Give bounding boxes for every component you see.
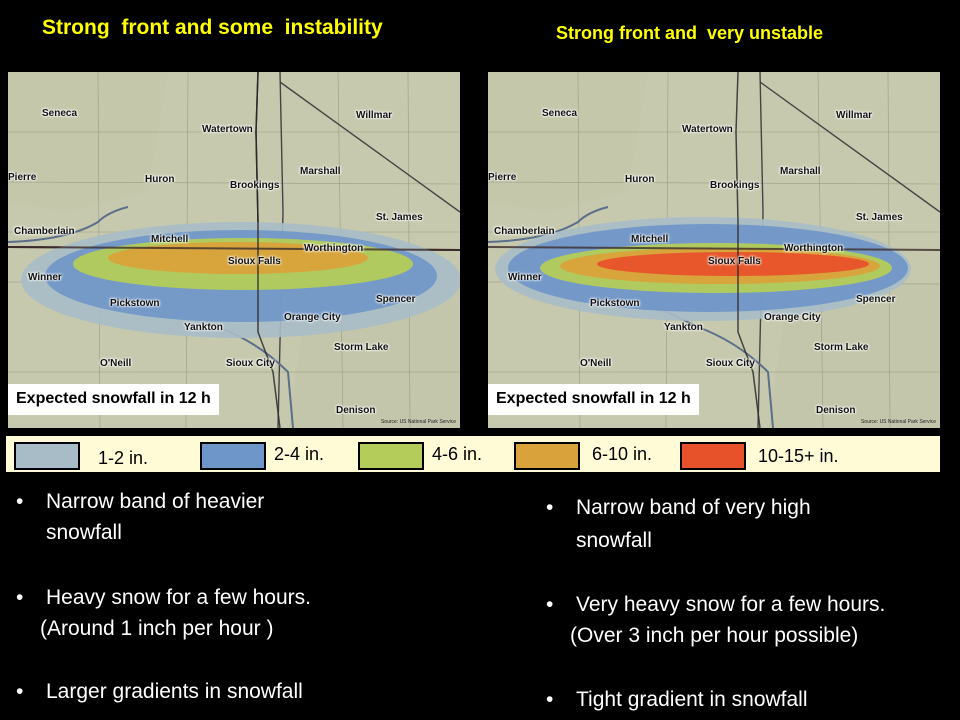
city-label: Orange City — [764, 312, 821, 323]
city-label: Yankton — [664, 322, 703, 333]
bullet-marker: • — [546, 688, 554, 711]
left-scenario-title: Strong front and some instability — [42, 16, 383, 39]
bullet-text: Heavy snow for a few hours. — [46, 586, 311, 609]
bullet-text: Tight gradient in snowfall — [576, 688, 808, 711]
city-label: Denison — [816, 405, 856, 416]
city-label: Storm Lake — [814, 342, 869, 353]
map-caption: Expected snowfall in 12 h — [488, 384, 699, 415]
city-label: Worthington — [784, 243, 844, 254]
city-label: Pickstown — [590, 298, 640, 309]
city-label: Winner — [508, 272, 542, 283]
map-base-right — [488, 72, 940, 428]
bullet-text: Very heavy snow for a few hours. — [576, 593, 886, 616]
city-label: Sioux City — [706, 358, 755, 369]
city-label: Orange City — [284, 312, 341, 323]
city-label: Seneca — [542, 108, 578, 119]
bullet-marker: • — [16, 680, 24, 703]
city-label: Yankton — [184, 322, 223, 333]
bullet-marker: • — [16, 490, 24, 513]
city-label: Huron — [145, 174, 175, 185]
city-label: Pickstown — [110, 298, 160, 309]
right-scenario-title: Strong front and very unstable — [556, 23, 824, 43]
snowfall-legend: 1-2 in. 2-4 in. 4-6 in. 6-10 in. 10-15+ … — [6, 436, 940, 472]
city-label: Spencer — [376, 294, 416, 305]
city-label: Willmar — [356, 110, 393, 121]
legend-swatch-4-6 — [358, 442, 424, 470]
legend-label: 1-2 in. — [98, 448, 149, 468]
legend-label: 6-10 in. — [592, 444, 653, 464]
city-label: Watertown — [682, 124, 733, 135]
city-label: Denison — [336, 405, 376, 416]
bullet-marker: • — [16, 586, 24, 609]
city-label: Pierre — [8, 172, 37, 183]
city-label: Spencer — [856, 294, 896, 305]
city-label: Mitchell — [151, 234, 189, 245]
bullet-text: Narrow band of heavier — [46, 490, 265, 513]
city-label: Chamberlain — [494, 226, 555, 237]
city-label: Huron — [625, 174, 655, 185]
bullet-text: Larger gradients in snowfall — [46, 680, 303, 703]
bullet-continuation: snowfall — [576, 529, 652, 552]
map-source: Source: US National Park Service — [860, 419, 936, 425]
city-label: Chamberlain — [14, 226, 75, 237]
legend-swatch-10-15 — [680, 442, 746, 470]
city-label: Sioux Falls — [708, 256, 761, 267]
city-label: Watertown — [202, 124, 253, 135]
bullet-continuation: (Around 1 inch per hour ) — [40, 617, 274, 640]
city-label: Winner — [28, 272, 62, 283]
snowfall-map-right: Seneca Watertown Willmar Pierre Huron Br… — [488, 72, 940, 428]
city-label: O'Neill — [580, 358, 612, 369]
city-label: Pierre — [488, 172, 517, 183]
city-label: Brookings — [230, 180, 280, 191]
map-caption: Expected snowfall in 12 h — [8, 384, 219, 415]
city-label: Worthington — [304, 243, 364, 254]
bullet-marker: • — [546, 593, 554, 616]
map-source: Source: US National Park Service — [380, 419, 456, 425]
city-label: Storm Lake — [334, 342, 389, 353]
legend-label: 2-4 in. — [274, 444, 325, 464]
legend-label: 10-15+ in. — [758, 446, 839, 466]
bullet-text: Narrow band of very high — [576, 496, 811, 519]
city-label: Mitchell — [631, 234, 669, 245]
city-label: Marshall — [300, 166, 341, 177]
bullets-left: • Narrow band of heavier snowfall • Heav… — [16, 486, 456, 720]
city-label: St. James — [856, 212, 903, 223]
snowfall-map-left: Seneca Watertown Willmar Pierre Huron Br… — [8, 72, 460, 428]
bullet-continuation: (Over 3 inch per hour possible) — [570, 624, 859, 647]
city-label: Sioux City — [226, 358, 275, 369]
city-label: O'Neill — [100, 358, 132, 369]
city-label: Willmar — [836, 110, 873, 121]
city-label: St. James — [376, 212, 423, 223]
city-label: Sioux Falls — [228, 256, 281, 267]
bullet-continuation: snowfall — [46, 521, 122, 544]
bullets-right: • Narrow band of very high snowfall • Ve… — [546, 492, 956, 720]
legend-label: 4-6 in. — [432, 444, 483, 464]
city-label: Marshall — [780, 166, 821, 177]
bullet-marker: • — [546, 496, 554, 519]
legend-swatch-6-10 — [514, 442, 580, 470]
map-base-left — [8, 72, 460, 428]
legend-swatch-1-2 — [14, 442, 80, 470]
city-label: Brookings — [710, 180, 760, 191]
legend-swatch-2-4 — [200, 442, 266, 470]
city-label: Seneca — [42, 108, 78, 119]
